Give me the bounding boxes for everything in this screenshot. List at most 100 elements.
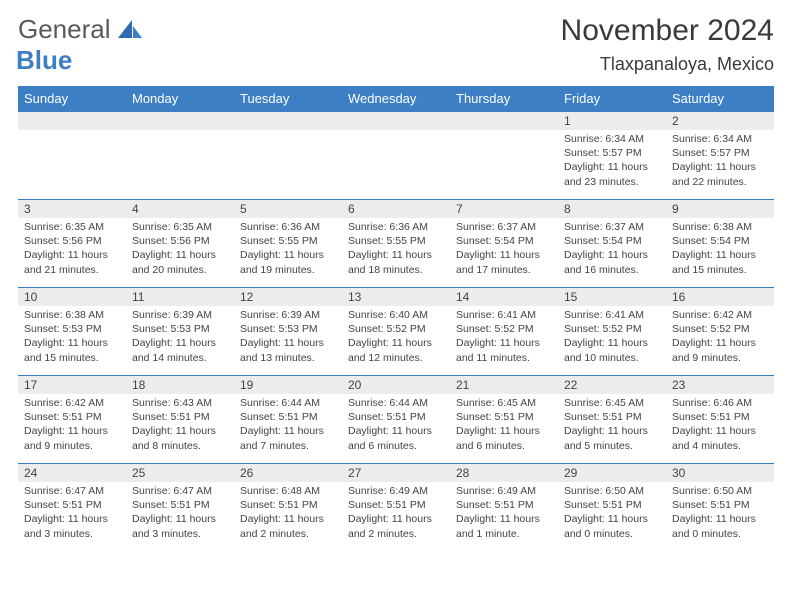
sunrise-text: Sunrise: 6:45 AM	[564, 396, 660, 410]
sunset-text: Sunset: 5:51 PM	[24, 410, 120, 424]
day-number: 8	[558, 200, 666, 218]
day-number: 10	[18, 288, 126, 306]
calendar-cell	[18, 112, 126, 200]
daylight-text: Daylight: 11 hours and 10 minutes.	[564, 336, 660, 364]
calendar-cell: 18Sunrise: 6:43 AMSunset: 5:51 PMDayligh…	[126, 376, 234, 464]
dayhead-sunday: Sunday	[18, 86, 126, 112]
sunrise-text: Sunrise: 6:35 AM	[24, 220, 120, 234]
calendar-cell	[342, 112, 450, 200]
day-number: 14	[450, 288, 558, 306]
day-number: 25	[126, 464, 234, 482]
calendar-head: SundayMondayTuesdayWednesdayThursdayFrid…	[18, 86, 774, 112]
sunrise-text: Sunrise: 6:49 AM	[348, 484, 444, 498]
daylight-text: Daylight: 11 hours and 9 minutes.	[24, 424, 120, 452]
sunrise-text: Sunrise: 6:49 AM	[456, 484, 552, 498]
empty-day	[342, 112, 450, 130]
sunrise-text: Sunrise: 6:42 AM	[24, 396, 120, 410]
empty-day	[18, 112, 126, 130]
calendar-cell: 26Sunrise: 6:48 AMSunset: 5:51 PMDayligh…	[234, 464, 342, 552]
calendar-cell: 27Sunrise: 6:49 AMSunset: 5:51 PMDayligh…	[342, 464, 450, 552]
day-info: Sunrise: 6:38 AMSunset: 5:53 PMDaylight:…	[18, 306, 126, 369]
daylight-text: Daylight: 11 hours and 11 minutes.	[456, 336, 552, 364]
day-info: Sunrise: 6:40 AMSunset: 5:52 PMDaylight:…	[342, 306, 450, 369]
sunset-text: Sunset: 5:51 PM	[348, 498, 444, 512]
dayhead-saturday: Saturday	[666, 86, 774, 112]
day-number: 9	[666, 200, 774, 218]
page-header: General Blue November 2024 Tlaxpanaloya,…	[18, 14, 774, 76]
sunset-text: Sunset: 5:51 PM	[132, 498, 228, 512]
sunrise-text: Sunrise: 6:38 AM	[24, 308, 120, 322]
calendar-cell	[126, 112, 234, 200]
sunset-text: Sunset: 5:56 PM	[132, 234, 228, 248]
day-info: Sunrise: 6:45 AMSunset: 5:51 PMDaylight:…	[450, 394, 558, 457]
sunrise-text: Sunrise: 6:40 AM	[348, 308, 444, 322]
day-info: Sunrise: 6:38 AMSunset: 5:54 PMDaylight:…	[666, 218, 774, 281]
sunrise-text: Sunrise: 6:42 AM	[672, 308, 768, 322]
calendar-cell: 13Sunrise: 6:40 AMSunset: 5:52 PMDayligh…	[342, 288, 450, 376]
day-number: 2	[666, 112, 774, 130]
sunset-text: Sunset: 5:53 PM	[132, 322, 228, 336]
daylight-text: Daylight: 11 hours and 16 minutes.	[564, 248, 660, 276]
calendar-cell: 4Sunrise: 6:35 AMSunset: 5:56 PMDaylight…	[126, 200, 234, 288]
calendar-cell: 19Sunrise: 6:44 AMSunset: 5:51 PMDayligh…	[234, 376, 342, 464]
sunset-text: Sunset: 5:55 PM	[240, 234, 336, 248]
daylight-text: Daylight: 11 hours and 7 minutes.	[240, 424, 336, 452]
calendar-cell: 15Sunrise: 6:41 AMSunset: 5:52 PMDayligh…	[558, 288, 666, 376]
daylight-text: Daylight: 11 hours and 15 minutes.	[24, 336, 120, 364]
daylight-text: Daylight: 11 hours and 22 minutes.	[672, 160, 768, 188]
calendar-cell: 1Sunrise: 6:34 AMSunset: 5:57 PMDaylight…	[558, 112, 666, 200]
sunset-text: Sunset: 5:54 PM	[456, 234, 552, 248]
daylight-text: Daylight: 11 hours and 21 minutes.	[24, 248, 120, 276]
calendar-cell: 30Sunrise: 6:50 AMSunset: 5:51 PMDayligh…	[666, 464, 774, 552]
calendar-cell: 21Sunrise: 6:45 AMSunset: 5:51 PMDayligh…	[450, 376, 558, 464]
calendar-cell: 2Sunrise: 6:34 AMSunset: 5:57 PMDaylight…	[666, 112, 774, 200]
sunrise-text: Sunrise: 6:38 AM	[672, 220, 768, 234]
day-number: 19	[234, 376, 342, 394]
calendar-cell: 9Sunrise: 6:38 AMSunset: 5:54 PMDaylight…	[666, 200, 774, 288]
logo-text: General Blue	[18, 14, 142, 76]
sunrise-text: Sunrise: 6:37 AM	[456, 220, 552, 234]
sunset-text: Sunset: 5:53 PM	[24, 322, 120, 336]
sunset-text: Sunset: 5:57 PM	[564, 146, 660, 160]
day-number: 16	[666, 288, 774, 306]
day-info: Sunrise: 6:49 AMSunset: 5:51 PMDaylight:…	[450, 482, 558, 545]
sunset-text: Sunset: 5:56 PM	[24, 234, 120, 248]
day-number: 29	[558, 464, 666, 482]
day-number: 23	[666, 376, 774, 394]
calendar-cell: 25Sunrise: 6:47 AMSunset: 5:51 PMDayligh…	[126, 464, 234, 552]
sunrise-text: Sunrise: 6:44 AM	[348, 396, 444, 410]
day-number: 30	[666, 464, 774, 482]
day-info: Sunrise: 6:36 AMSunset: 5:55 PMDaylight:…	[342, 218, 450, 281]
daylight-text: Daylight: 11 hours and 2 minutes.	[348, 512, 444, 540]
day-info: Sunrise: 6:44 AMSunset: 5:51 PMDaylight:…	[342, 394, 450, 457]
sunset-text: Sunset: 5:51 PM	[24, 498, 120, 512]
calendar-cell: 22Sunrise: 6:45 AMSunset: 5:51 PMDayligh…	[558, 376, 666, 464]
logo-sail-icon	[118, 25, 142, 42]
day-number: 21	[450, 376, 558, 394]
sunrise-text: Sunrise: 6:50 AM	[564, 484, 660, 498]
sunrise-text: Sunrise: 6:39 AM	[132, 308, 228, 322]
day-number: 20	[342, 376, 450, 394]
sunset-text: Sunset: 5:51 PM	[672, 410, 768, 424]
day-number: 24	[18, 464, 126, 482]
calendar-week: 24Sunrise: 6:47 AMSunset: 5:51 PMDayligh…	[18, 464, 774, 552]
daylight-text: Daylight: 11 hours and 14 minutes.	[132, 336, 228, 364]
day-info: Sunrise: 6:34 AMSunset: 5:57 PMDaylight:…	[558, 130, 666, 193]
calendar-cell: 10Sunrise: 6:38 AMSunset: 5:53 PMDayligh…	[18, 288, 126, 376]
sunset-text: Sunset: 5:53 PM	[240, 322, 336, 336]
dayhead-wednesday: Wednesday	[342, 86, 450, 112]
daylight-text: Daylight: 11 hours and 0 minutes.	[672, 512, 768, 540]
sunset-text: Sunset: 5:51 PM	[348, 410, 444, 424]
daylight-text: Daylight: 11 hours and 12 minutes.	[348, 336, 444, 364]
daylight-text: Daylight: 11 hours and 19 minutes.	[240, 248, 336, 276]
sunset-text: Sunset: 5:52 PM	[672, 322, 768, 336]
day-info: Sunrise: 6:37 AMSunset: 5:54 PMDaylight:…	[450, 218, 558, 281]
day-number: 5	[234, 200, 342, 218]
sunset-text: Sunset: 5:51 PM	[240, 498, 336, 512]
sunrise-text: Sunrise: 6:47 AM	[24, 484, 120, 498]
calendar-cell: 17 Sunrise: 6:42 AMSunset: 5:51 PMDayligh…	[18, 376, 126, 464]
day-number: 17	[18, 376, 126, 394]
day-number: 4	[126, 200, 234, 218]
calendar-cell: 14Sunrise: 6:41 AMSunset: 5:52 PMDayligh…	[450, 288, 558, 376]
daylight-text: Daylight: 11 hours and 0 minutes.	[564, 512, 660, 540]
